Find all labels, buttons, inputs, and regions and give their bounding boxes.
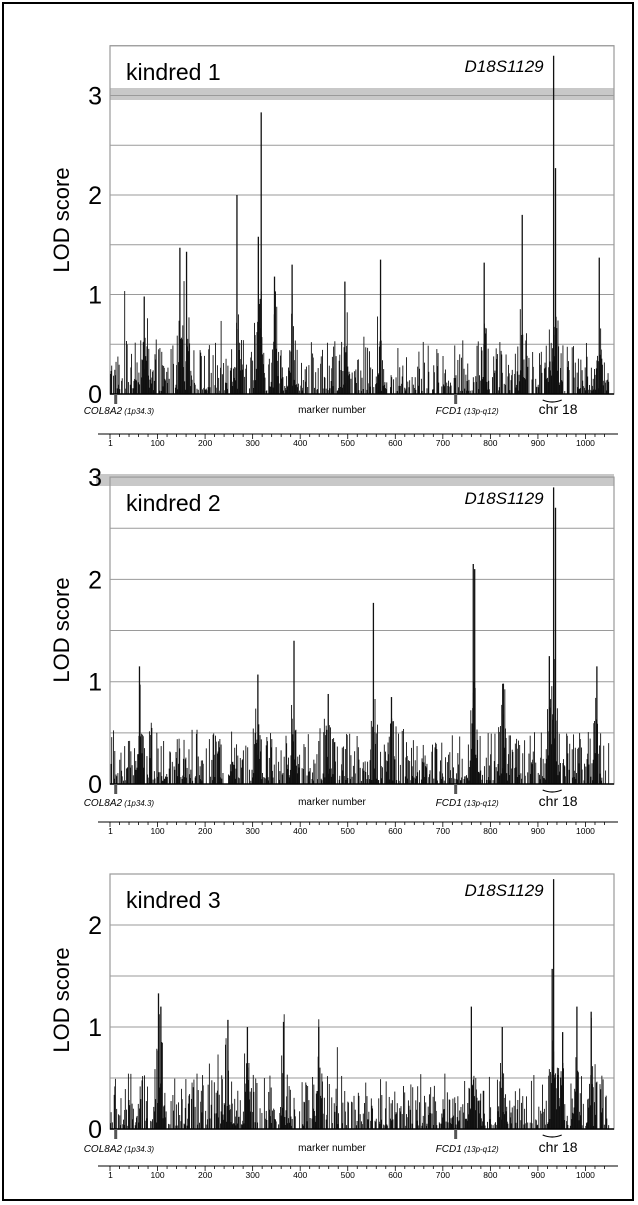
peak-marker-label: D18S1129 [465, 57, 545, 76]
y-tick-label: 2 [88, 566, 102, 594]
y-axis-label: LOD score [49, 577, 74, 682]
peak-marker-label: D18S1129 [465, 881, 545, 900]
chromosome-bracket [542, 1134, 562, 1138]
x-tick-label: 900 [531, 1170, 545, 1180]
x-tick-label: 100 [150, 438, 164, 448]
gene-label-col8a2: COL8A2 (1p34.3) [84, 798, 155, 809]
y-tick-label: 2 [88, 182, 102, 210]
x-tick-label: 1000 [576, 1170, 595, 1180]
gene-locus: (1p34.3) [122, 407, 154, 416]
x-tick-label: 500 [341, 1170, 355, 1180]
chromosome-label: chr 18 [539, 1139, 578, 1155]
y-tick-label: 0 [88, 1116, 102, 1144]
gene-locus: (13p-q12) [462, 407, 499, 416]
y-axis-label: LOD score [49, 947, 74, 1052]
x-tick-label: 700 [436, 826, 450, 836]
gene-locus: (13p-q12) [462, 799, 499, 808]
gene-label-fcd1: FCD1 (13p-q12) [436, 798, 499, 809]
y-tick-label: 1 [88, 669, 102, 697]
x-tick-label: 900 [531, 438, 545, 448]
x-tick-label: 1 [108, 438, 113, 448]
gene-name: FCD1 [436, 798, 462, 809]
chromosome-bracket [542, 789, 562, 793]
y-tick-label: 0 [88, 771, 102, 799]
x-tick-label: 200 [198, 826, 212, 836]
peak-marker-label: D18S1129 [465, 489, 545, 508]
y-tick-label: 0 [88, 381, 102, 409]
gene-name: COL8A2 [84, 1144, 123, 1155]
x-axis-label: marker number [298, 797, 366, 808]
y-tick-label: 1 [88, 282, 102, 310]
x-tick-label: 700 [436, 438, 450, 448]
x-tick-label: 800 [483, 438, 497, 448]
gene-locus: (1p34.3) [122, 799, 154, 808]
lod-threshold-band [110, 88, 614, 100]
y-tick-label: 2 [88, 912, 102, 940]
x-axis-label: marker number [298, 405, 366, 416]
x-tick-label: 500 [341, 826, 355, 836]
gene-label-col8a2: COL8A2 (1p34.3) [84, 406, 155, 417]
x-tick-label: 1 [108, 826, 113, 836]
gene-name: FCD1 [436, 406, 462, 417]
x-tick-label: 900 [531, 826, 545, 836]
x-tick-label: 700 [436, 1170, 450, 1180]
x-tick-label: 1000 [576, 826, 595, 836]
gene-label-fcd1: FCD1 (13p-q12) [436, 406, 499, 417]
x-tick-label: 1 [108, 1170, 113, 1180]
x-tick-label: 600 [388, 1170, 402, 1180]
gene-label-col8a2: COL8A2 (1p34.3) [84, 1144, 155, 1155]
x-tick-label: 300 [246, 826, 260, 836]
x-tick-label: 1000 [576, 438, 595, 448]
y-tick-label: 3 [88, 464, 102, 492]
panel-title: kindred 1 [126, 59, 221, 85]
chromosome-label: chr 18 [539, 401, 578, 417]
x-tick-label: 500 [341, 438, 355, 448]
x-tick-label: 300 [246, 438, 260, 448]
x-tick-label: 800 [483, 1170, 497, 1180]
lod-threshold-band [96, 474, 614, 486]
y-tick-label: 3 [88, 83, 102, 111]
gene-name: COL8A2 [84, 798, 123, 809]
x-tick-label: 400 [293, 438, 307, 448]
gene-locus: (13p-q12) [462, 1145, 499, 1154]
y-axis-label: LOD score [49, 167, 74, 272]
x-tick-label: 800 [483, 826, 497, 836]
gene-name: FCD1 [436, 1144, 462, 1155]
x-tick-label: 400 [293, 826, 307, 836]
x-tick-label: 600 [388, 438, 402, 448]
x-tick-label: 300 [246, 1170, 260, 1180]
x-tick-label: 600 [388, 826, 402, 836]
chromosome-label: chr 18 [539, 793, 578, 809]
panel-title: kindred 3 [126, 887, 221, 913]
gene-locus: (1p34.3) [122, 1145, 154, 1154]
x-tick-label: 200 [198, 1170, 212, 1180]
y-tick-label: 1 [88, 1014, 102, 1042]
x-tick-label: 100 [150, 1170, 164, 1180]
x-axis-label: marker number [298, 1143, 366, 1154]
x-tick-label: 100 [150, 826, 164, 836]
panel-title: kindred 2 [126, 490, 221, 516]
x-tick-label: 400 [293, 1170, 307, 1180]
gene-name: COL8A2 [84, 406, 123, 417]
chromosome-bracket [542, 399, 562, 403]
x-tick-label: 200 [198, 438, 212, 448]
gene-label-fcd1: FCD1 (13p-q12) [436, 1144, 499, 1155]
